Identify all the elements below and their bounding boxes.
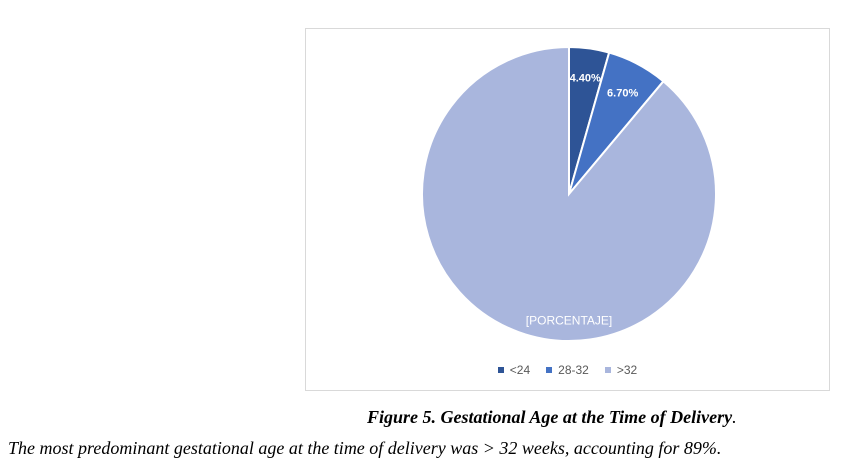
data-label-28-32: 6.70%: [607, 88, 638, 100]
legend-label-28-32: 28-32: [558, 363, 589, 377]
caption-title-tail: .: [732, 407, 737, 427]
caption-title-text: Figure 5. Gestational Age at the Time of…: [367, 407, 733, 427]
legend-swatch-28-32: [546, 367, 553, 373]
figure-caption-body: The most predominant gestational age at …: [8, 438, 722, 458]
chart-legend: <24 28-32 >32: [306, 363, 829, 377]
legend-label-lt24: <24: [509, 363, 531, 377]
pie-slice-gt32: [421, 45, 717, 342]
pie-chart: 4.40% 6.70% [PORCENTAJE]: [421, 45, 717, 342]
chart-container: 4.40% 6.70% [PORCENTAJE] <24 28-32 >32: [305, 28, 830, 391]
legend-swatch-gt32: [604, 367, 611, 373]
legend-item-lt24: <24: [497, 363, 531, 377]
legend-swatch-lt24: [497, 367, 504, 373]
legend-item-28-32: 28-32: [546, 363, 589, 377]
data-label-gt32: [PORCENTAJE]: [526, 313, 612, 327]
legend-label-gt32: >32: [616, 363, 638, 377]
figure-caption-title: Figure 5. Gestational Age at the Time of…: [367, 407, 737, 428]
data-label-lt24: 4.40%: [570, 73, 601, 85]
legend-item-gt32: >32: [604, 363, 638, 377]
